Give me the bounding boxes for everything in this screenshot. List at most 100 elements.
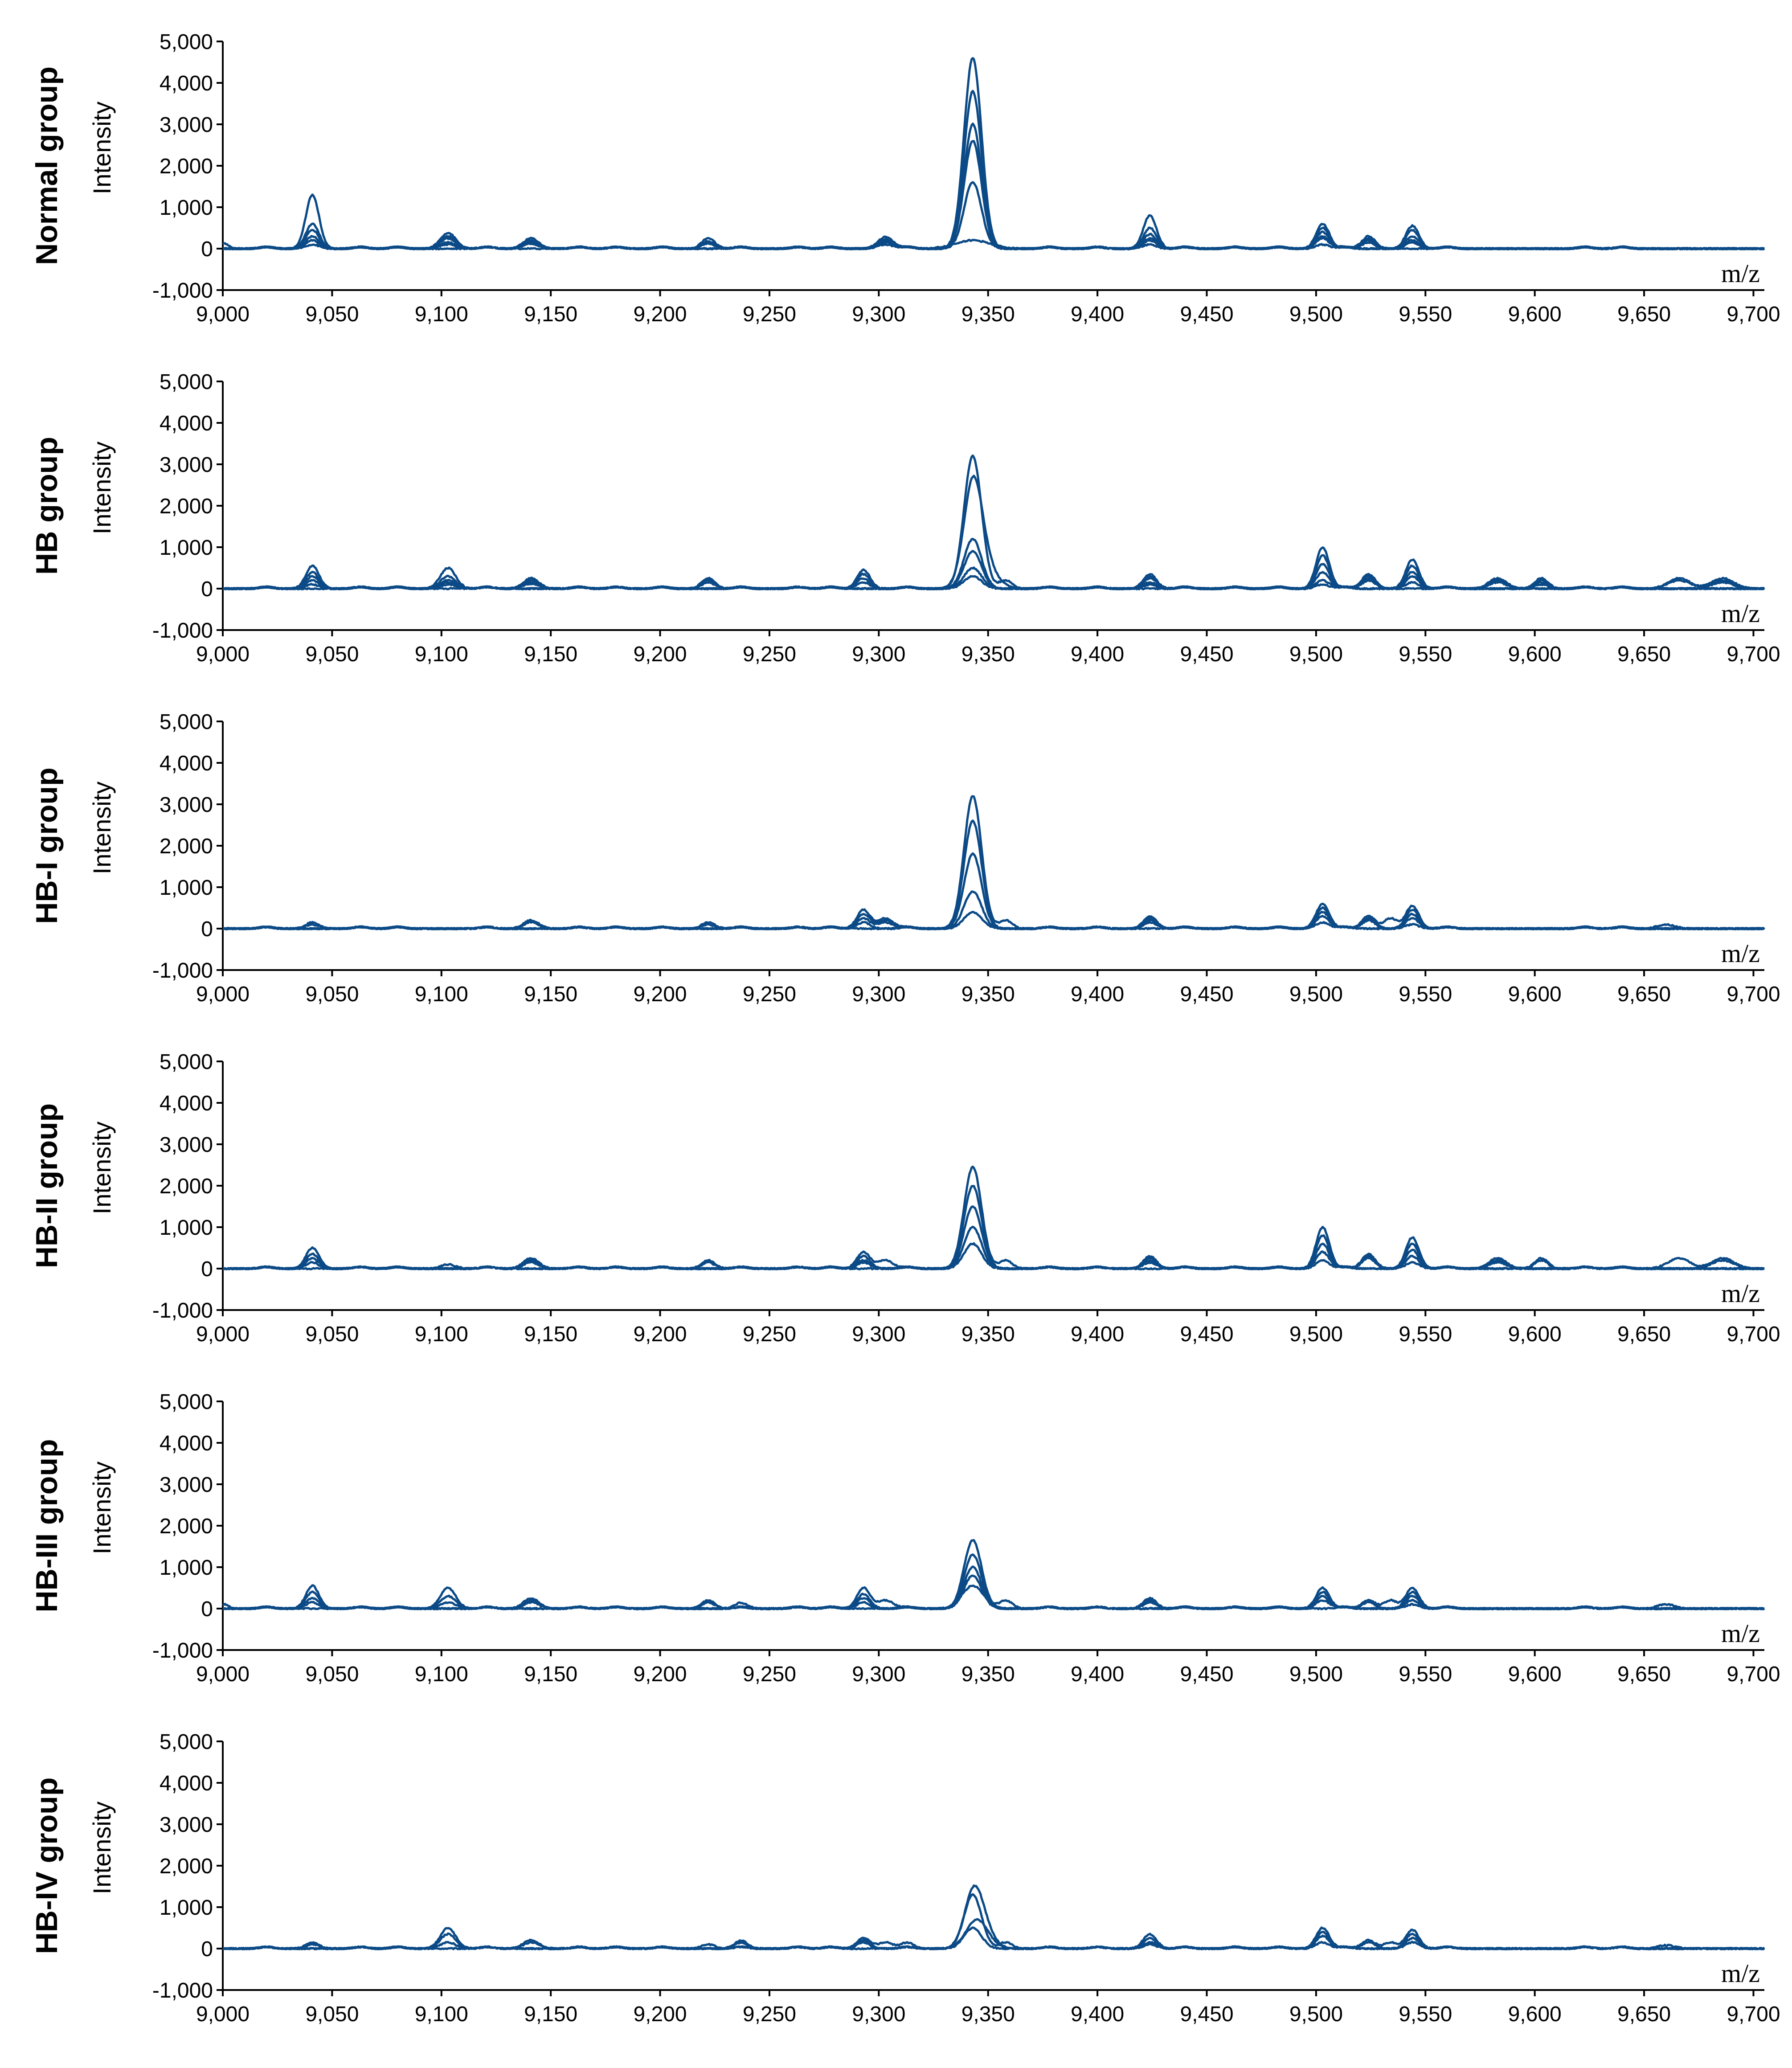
x-tick-label: 9,350 [961,2002,1015,2026]
x-tick-label: 9,300 [852,1663,905,1686]
y-tick-label: 0 [201,238,213,261]
x-tick-label: 9,650 [1617,643,1671,666]
x-tick-label: 9,450 [1180,303,1233,326]
x-tick-label: 9,150 [524,983,577,1006]
x-tick-label: 9,050 [305,303,359,326]
y-axis-label: Intensity [88,1122,116,1215]
x-tick-label: 9,050 [305,643,359,666]
x-tick-label: 9,000 [196,983,250,1006]
chart-panel: HB-III group Intensity -1,000 0 1,000 2,000 3,… [30,1390,1780,1686]
spectrum-line [222,795,1765,930]
spectrum-line [222,1926,1765,1950]
group-label: HB-III group [30,1439,64,1612]
chart-panel: HB group Intensity -1,000 0 1,000 2,000 3,000 4… [30,370,1780,666]
x-tick-label: 9,050 [305,1323,359,1346]
y-tick-label: 5,000 [160,1050,213,1074]
x-tick-label: 9,150 [524,303,577,326]
x-tick-label: 9,500 [1289,643,1343,666]
x-tick-label: 9,450 [1180,1323,1233,1346]
y-tick-label: 1,000 [160,1556,213,1580]
spectrum-line [222,454,1765,590]
x-tick-label: 9,150 [524,643,577,666]
x-tick-label: 9,600 [1508,303,1562,326]
x-tick-label: 9,000 [196,303,250,326]
y-tick-label: 0 [201,1937,213,1961]
x-tick-label: 9,450 [1180,2002,1233,2026]
y-tick-label: 1,000 [160,536,213,560]
x-tick-label: 9,400 [1071,2002,1124,2026]
x-tick-label: 9,350 [961,1323,1015,1346]
x-tick-label: 9,000 [196,1663,250,1686]
x-tick-label: 9,250 [743,303,796,326]
x-tick-label: 9,400 [1071,983,1124,1006]
x-axis-label: m/z [1721,259,1760,288]
y-tick-label: 4,000 [160,72,213,95]
chart-panel: HB-II group Intensity -1,000 0 1,000 2,000 3,0… [30,1050,1780,1346]
x-tick-label: 9,100 [415,2002,468,2026]
x-tick-label: 9,450 [1180,983,1233,1006]
y-tick-label: 1,000 [160,876,213,900]
x-tick-label: 9,250 [743,643,796,666]
x-tick-label: 9,650 [1617,303,1671,326]
y-tick-label: 2,000 [160,1855,213,1878]
group-label: HB-IV group [30,1777,64,1954]
x-tick-label: 9,350 [961,303,1015,326]
y-tick-label: 5,000 [160,1390,213,1414]
x-tick-label: 9,550 [1399,983,1452,1006]
x-tick-label: 9,100 [415,1323,468,1346]
x-tick-label: 9,050 [305,2002,359,2026]
y-tick-label: 2,000 [160,1515,213,1538]
x-tick-label: 9,500 [1289,1663,1343,1686]
x-tick-label: 9,350 [961,643,1015,666]
y-tick-label: 3,000 [160,453,213,477]
y-tick-label: 4,000 [160,412,213,435]
x-tick-label: 9,000 [196,643,250,666]
x-tick-label: 9,150 [524,1323,577,1346]
x-tick-label: 9,000 [196,1323,250,1346]
y-tick-label: 3,000 [160,113,213,137]
x-axis-label: m/z [1721,1959,1760,1988]
y-tick-label: 4,000 [160,752,213,775]
chart-panel: HB-I group Intensity -1,000 0 1,000 2,000 3,00… [30,710,1780,1006]
chart-panel: Normal group Intensity -1,000 0 1,000 2,000 3,… [30,30,1780,326]
x-axis-label: m/z [1721,599,1760,628]
x-tick-label: 9,200 [633,1323,687,1346]
x-tick-label: 9,500 [1289,1323,1343,1346]
x-tick-label: 9,100 [415,303,468,326]
x-tick-label: 9,200 [633,1663,687,1686]
x-tick-label: 9,200 [633,643,687,666]
x-tick-label: 9,650 [1617,1323,1671,1346]
x-tick-label: 9,050 [305,983,359,1006]
spectrum-line [222,911,1765,930]
x-tick-label: 9,050 [305,1663,359,1686]
y-tick-label: 1,000 [160,1896,213,1920]
spectrum-line [222,1242,1765,1270]
y-axis-label: Intensity [88,782,116,875]
y-tick-label: 5,000 [160,1730,213,1754]
y-tick-label: 1,000 [160,1216,213,1240]
x-tick-label: 9,350 [961,983,1015,1006]
x-tick-label: 9,400 [1071,303,1124,326]
x-tick-label: 9,550 [1399,2002,1452,2026]
x-tick-label: 9,700 [1727,983,1780,1006]
x-tick-label: 9,500 [1289,303,1343,326]
y-tick-label: 0 [201,1257,213,1281]
y-tick-label: 4,000 [160,1092,213,1115]
x-axis-label: m/z [1721,939,1760,968]
x-tick-label: 9,300 [852,1323,905,1346]
spectrum-line [222,1165,1765,1270]
x-tick-label: 9,650 [1617,2002,1671,2026]
x-tick-label: 9,450 [1180,1663,1233,1686]
y-tick-label: 1,000 [160,196,213,220]
x-tick-label: 9,200 [633,983,687,1006]
x-tick-label: 9,700 [1727,1663,1780,1686]
y-tick-label: 5,000 [160,30,213,54]
spectrum-line [222,57,1765,250]
x-tick-label: 9,300 [852,2002,905,2026]
spectrum-line [222,1553,1765,1610]
spectrum-line [222,123,1765,250]
group-label: Normal group [30,66,64,265]
x-tick-label: 9,600 [1508,643,1562,666]
x-tick-label: 9,200 [633,303,687,326]
